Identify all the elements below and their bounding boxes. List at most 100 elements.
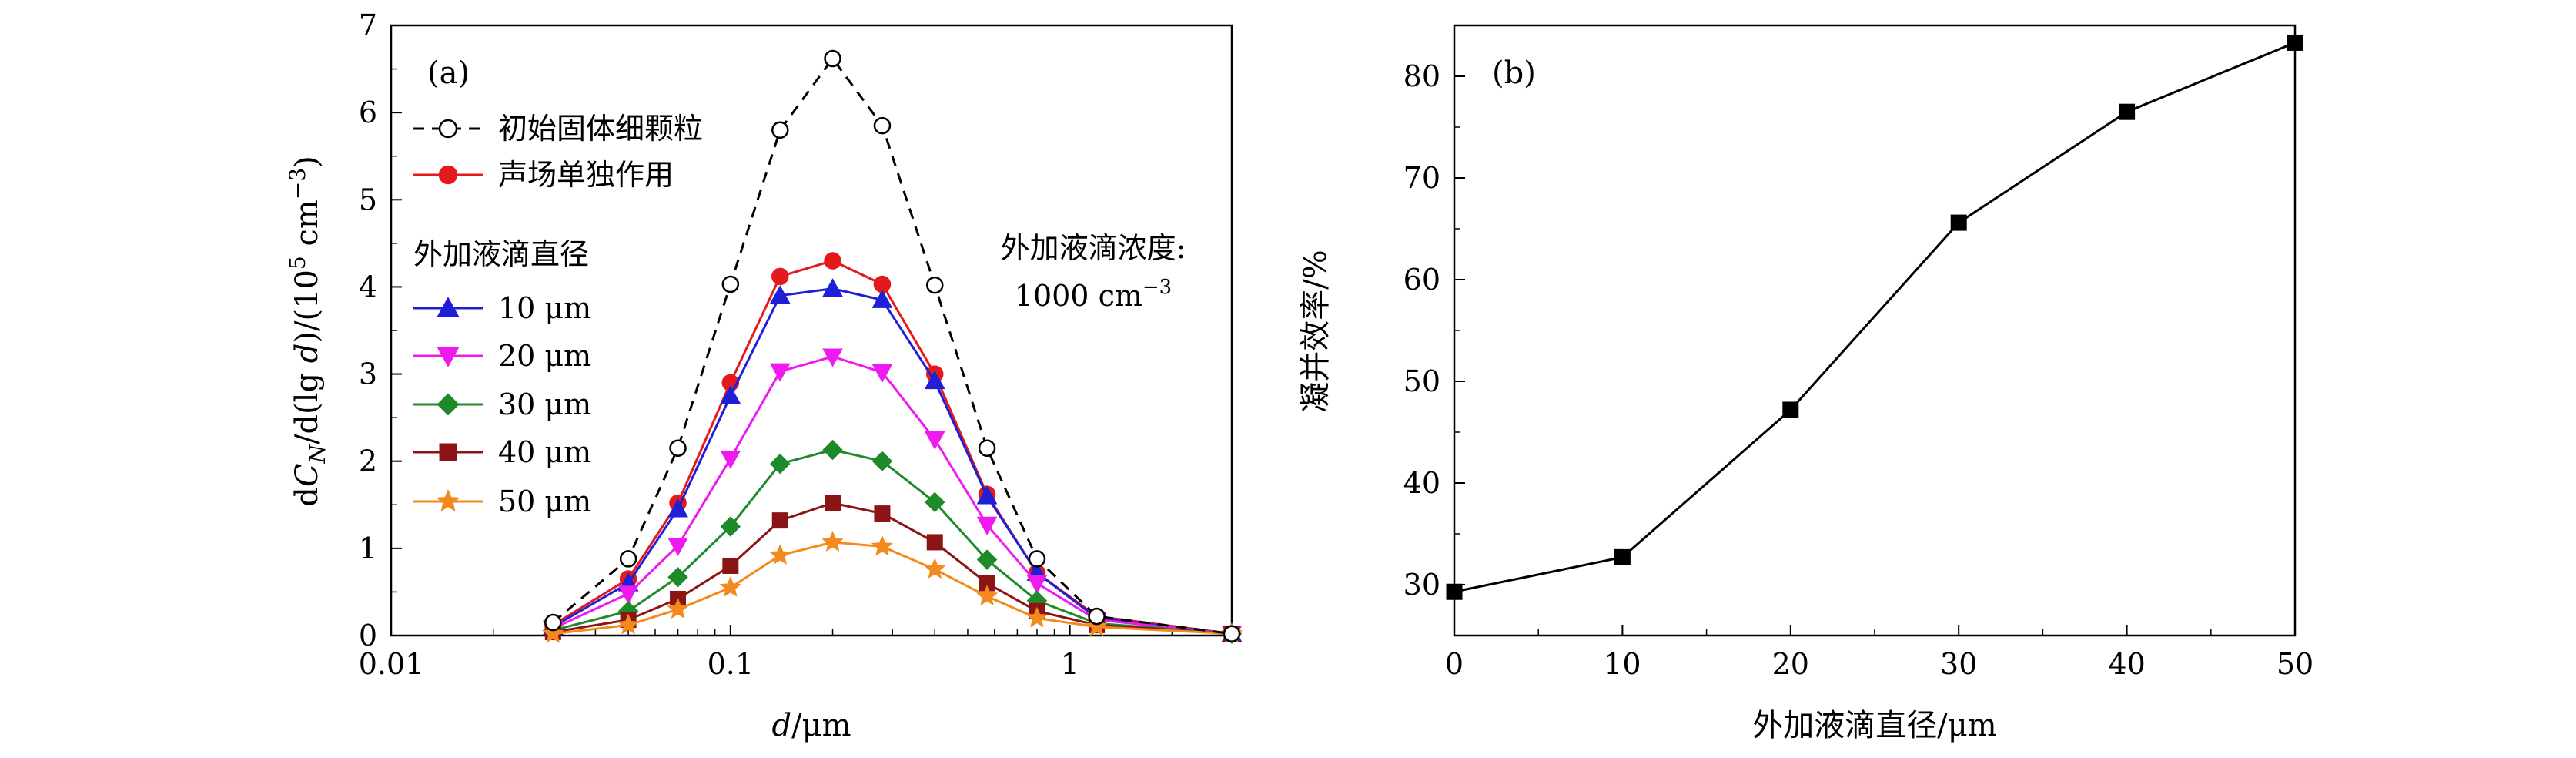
data-point [1026,575,1048,594]
y-tick-label: 60 [1403,263,1440,297]
data-point [771,512,788,529]
panel-a-series [542,49,1243,645]
data-point [871,364,893,383]
y-tick-label: 6 [359,96,377,129]
panel-b-chart: 30 40 50 60 70 80 0 10 20 30 40 50 (b) 凝并效率/% 外加液滴直… [1298,24,2313,743]
legend-label: 30 μm [498,387,591,421]
data-point [871,535,894,556]
data-point [720,516,741,537]
legend-label: 初始固体细颗粒 [498,112,703,146]
concentration-value: 1000 cm−3 [1015,276,1172,313]
data-point [544,613,562,632]
data-point [771,267,789,286]
data-point [1086,615,1108,636]
data-point [667,598,689,619]
y-tick-label: 2 [359,444,377,478]
data-point [769,544,791,565]
legend-marker [436,488,460,512]
data-point [667,537,688,556]
y-tick-label: 0 [359,619,377,652]
data-point [722,557,739,574]
data-point [1446,583,1463,600]
x-tick-label: 20 [1772,647,1809,681]
data-point [769,285,791,304]
legend-marker [437,393,460,416]
y-tick-label: 30 [1403,568,1440,602]
data-point [1028,550,1046,568]
data-point [924,558,946,579]
series-line [552,287,1233,636]
data-point [925,491,945,513]
y-tick-label: 50 [1403,364,1440,398]
panel-b-frame [1453,24,2297,637]
y-tick-label: 40 [1403,466,1440,500]
data-point [824,49,841,68]
legend-label: 声场单独作用 [498,158,674,192]
x-tick-label: 1 [1061,647,1079,681]
x-tick-label: 0 [1445,647,1464,681]
data-point [771,121,789,139]
x-tick-label: 40 [2108,647,2145,681]
series-line [552,355,1233,636]
series-line [1454,42,2296,593]
data-point [924,371,945,390]
data-point [822,439,843,461]
data-point [1950,214,1967,231]
data-point [873,116,892,135]
data-point [824,252,841,270]
x-tick-label: 50 [2277,647,2313,681]
y-tick-label: 1 [359,532,377,565]
data-point [822,278,843,297]
panel-a-ticks: 0 1 2 3 4 5 6 7 0.01 0.1 1 [359,8,1233,681]
data-point [2119,103,2136,120]
x-tick-label: 30 [1940,647,1977,681]
legend-label: 20 μm [498,339,591,373]
data-point [617,613,640,635]
concentration-annotation: 外加液滴浓度: [1001,231,1186,265]
panel-b-series [1446,34,2303,600]
data-point [976,485,998,505]
data-point [975,585,999,606]
data-point [667,498,688,518]
x-tick-label: 10 [1604,647,1641,681]
data-point [976,549,998,570]
data-point [2287,34,2303,51]
data-point [719,575,741,597]
legend-label: 40 μm [498,435,591,469]
panel-a-xlabel: d/μm [771,708,851,743]
data-point [1614,548,1631,565]
y-tick-label: 80 [1403,59,1440,93]
data-point [978,439,996,457]
data-point [976,516,998,535]
data-point [721,275,740,293]
panel-a-chart: 0 1 2 3 4 5 6 7 0.01 0.1 1 (a) dCN/d(lg d)/(105 cm… [285,8,1243,743]
data-point [667,566,688,588]
panel-a-label: (a) [427,55,470,91]
y-tick-label: 4 [359,270,377,304]
y-tick-label: 5 [359,183,377,216]
data-point [769,363,791,382]
legend-label: 10 μm [498,291,591,325]
series-line [553,541,1233,636]
y-tick-label: 3 [359,357,377,391]
data-point [1025,606,1049,628]
data-point [871,451,893,471]
series-line [552,448,1233,636]
data-point [617,585,639,605]
data-point [770,453,791,475]
legend-marker [439,443,457,461]
data-point [822,348,843,367]
y-tick-label: 70 [1403,161,1440,195]
legend-group-title: 外加液滴直径 [413,237,589,271]
data-point [1088,607,1106,626]
data-point [720,385,741,404]
data-point [1223,625,1241,642]
legend-marker [437,297,460,317]
legend-marker [437,347,460,367]
panel-b-label: (b) [1492,55,1536,91]
data-point [874,505,891,522]
data-point [720,450,741,469]
series-line [553,501,1233,636]
